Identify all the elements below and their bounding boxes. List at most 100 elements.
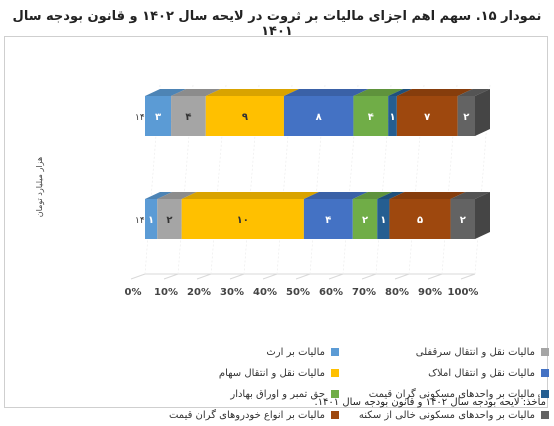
- legend-label: مالیات بر ارث: [266, 346, 325, 358]
- y-axis-label: هزار میلیارد تومان: [35, 157, 44, 217]
- x-tick-label: 100%: [448, 287, 479, 298]
- bar-segment: ۲: [457, 89, 490, 136]
- stacked-bar-chart: 0% 10% 20% 30% 40% 50% 60% 70% 80% 90% 100% هزار می…: [35, 84, 491, 298]
- data-label: ۲: [166, 215, 172, 226]
- x-tick-label: 20%: [187, 287, 211, 298]
- bar-front-face: [457, 96, 475, 136]
- data-label: ۸: [316, 112, 322, 123]
- data-label: ۳: [155, 112, 161, 123]
- legend-row: مالیات نقل و انتقال املاک مالیات نقل و ان…: [129, 363, 549, 383]
- bar-segment: ۴: [303, 192, 368, 239]
- legend-row: مالیات بر واحدهای مسکونی گران قیمت حق تمب…: [129, 384, 549, 404]
- legend-item: مالیات بر ارث: [129, 342, 339, 362]
- legend-item: مالیات بر انواع خودروهای گران قیمت: [129, 405, 339, 425]
- data-label: ۲: [463, 112, 469, 123]
- bar-segment: ۲: [352, 192, 393, 239]
- bar-front-face: [181, 199, 304, 239]
- data-label: ۵: [417, 215, 423, 226]
- grid-line: [262, 273, 278, 280]
- legend-label: مالیات نقل و انتقال املاک: [428, 367, 535, 379]
- grid-line: [144, 84, 161, 275]
- legend-swatch: [541, 348, 549, 356]
- legend-item: حق تمبر و اوراق بهادار: [129, 384, 339, 404]
- legend-swatch: [331, 369, 339, 377]
- data-label: ۷: [424, 112, 430, 123]
- x-tick-label: 10%: [154, 287, 178, 298]
- grid-line: [295, 273, 311, 280]
- legend-label: مالیات نقل و انتقال سهام: [218, 367, 325, 379]
- x-tick-label: 90%: [418, 287, 442, 298]
- bar-front-face: [283, 96, 354, 136]
- bar-front-face: [145, 96, 172, 136]
- bar-segment: ۲: [157, 192, 197, 239]
- bar-front-face: [388, 96, 397, 136]
- bar-top-face: [181, 192, 319, 199]
- data-label: ۹: [242, 112, 248, 123]
- bar-top-face: [283, 89, 369, 96]
- legend-swatch: [541, 411, 549, 419]
- bar-top-face: [450, 192, 490, 199]
- legend-item: مالیات نقل و انتقال سهام: [129, 363, 339, 383]
- data-label: ۲: [362, 215, 368, 226]
- legend-item: مالیات بر واحدهای مسکونی خالی از سکنه: [339, 405, 549, 425]
- bar-segment: ۲: [450, 192, 490, 239]
- bar-front-face: [377, 199, 390, 239]
- legend-swatch: [541, 369, 549, 377]
- data-label: ۱: [389, 112, 395, 123]
- grid-line: [394, 273, 410, 280]
- bar-segment: ۷: [396, 89, 473, 136]
- bar-segment: ۱: [145, 192, 173, 239]
- grid-line: [375, 84, 392, 275]
- x-tick-label: 80%: [385, 287, 409, 298]
- legend-label: مالیات بر انواع خودروهای گران قیمت: [168, 409, 325, 421]
- data-label: ۱۰: [237, 215, 249, 226]
- chart-legend: مالیات نقل و انتقال سرقفلی مالیات بر ارث م…: [129, 342, 549, 426]
- bar-front-face: [157, 199, 182, 239]
- bar-segment: ۹: [205, 89, 299, 136]
- data-label: ۴: [325, 215, 331, 226]
- bar-front-face: [303, 199, 353, 239]
- legend-item: مالیات نقل و انتقال املاک: [339, 363, 549, 383]
- bar-front-face: [396, 96, 458, 136]
- bar-side-face: [475, 192, 490, 239]
- bar-top-face: [388, 89, 412, 96]
- legend-row: مالیات نقل و انتقال سرقفلی مالیات بر ارث: [129, 342, 549, 362]
- source-note: مأخذ: لایحه بودجه سال ۱۴۰۲ و قانون بودجه…: [314, 397, 547, 408]
- bar-front-face: [353, 96, 389, 136]
- grid-line: [328, 273, 344, 280]
- bar-top-face: [353, 89, 404, 96]
- grid-line: [163, 273, 179, 280]
- grid-line: [460, 273, 476, 280]
- grid-line: [408, 84, 425, 275]
- bar-top-face: [145, 89, 187, 96]
- data-label: ۲: [460, 215, 466, 226]
- legend-row: مالیات بر واحدهای مسکونی خالی از سکنه مال…: [129, 405, 549, 425]
- grid-line: [474, 84, 491, 275]
- grid-line: [243, 84, 260, 275]
- bar-front-face: [352, 199, 378, 239]
- x-tick-label: 30%: [220, 287, 244, 298]
- grid-line: [130, 273, 146, 280]
- data-label: ۱: [380, 215, 386, 226]
- bar-front-face: [145, 199, 158, 239]
- legend-swatch: [331, 348, 339, 356]
- legend-swatch: [541, 390, 549, 398]
- bar-top-face: [457, 89, 490, 96]
- grid-line: [309, 84, 326, 275]
- grid-line: [427, 273, 443, 280]
- legend-label: مالیات نقل و انتقال سرقفلی: [415, 346, 535, 358]
- bar-top-face: [171, 89, 221, 96]
- legend-swatch: [331, 411, 339, 419]
- legend-label: مالیات بر واحدهای مسکونی گران قیمت: [368, 388, 535, 400]
- x-tick-label: 40%: [253, 287, 277, 298]
- bar-top-face: [157, 192, 197, 199]
- bar-top-face: [303, 192, 368, 199]
- bar-top-face: [352, 192, 393, 199]
- grid-line: [229, 273, 245, 280]
- grid-line: [361, 273, 377, 280]
- grid-line: [196, 273, 212, 280]
- bar-top-face: [396, 89, 473, 96]
- legend-swatch: [331, 390, 339, 398]
- x-tick-label: 50%: [286, 287, 310, 298]
- bar-segment: ۳: [145, 89, 187, 136]
